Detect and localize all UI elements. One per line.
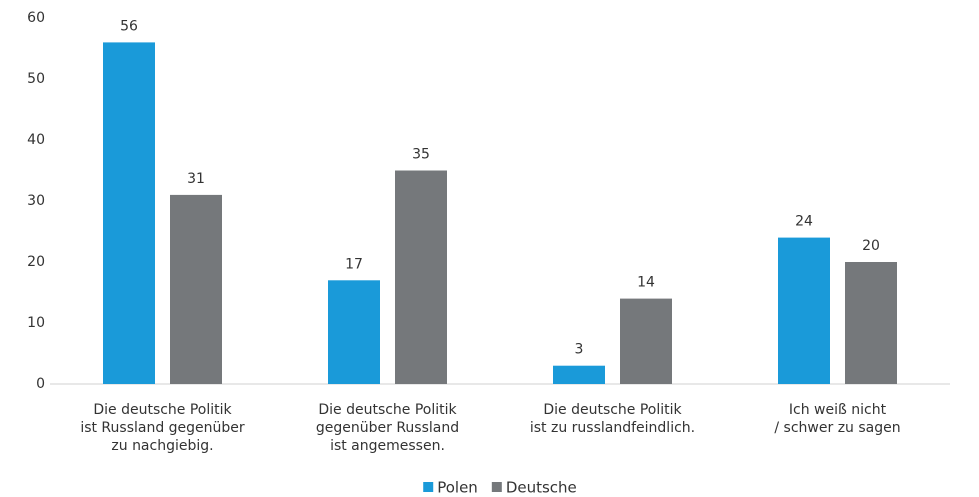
y-tick-label: 10 [27,315,45,331]
data-label: 17 [345,256,363,272]
bar [778,237,830,384]
x-tick-label: zu nachgiebig. [111,438,213,454]
x-tick-label: ist Russland gegenüber [80,420,245,436]
data-label: 35 [412,147,430,163]
bar [395,170,447,384]
data-label: 20 [862,238,880,254]
y-tick-label: 60 [27,10,45,26]
legend-label: Deutsche [506,479,577,497]
bar [553,365,605,384]
bar [103,42,155,385]
x-tick-label: Die deutsche Politik [318,402,457,418]
data-label: 24 [795,214,813,230]
x-tick-label: / schwer zu sagen [774,420,900,436]
x-tick-label: ist zu russlandfeindlich. [530,420,695,436]
x-tick-label: gegenüber Russland [316,420,459,436]
x-tick-label: Die deutsche Politik [543,402,682,418]
y-tick-label: 50 [27,71,45,87]
y-tick-label: 0 [36,376,45,392]
data-label: 31 [187,171,205,187]
y-tick-label: 30 [27,193,45,209]
bar [170,194,222,384]
legend-swatch [491,482,502,492]
x-tick-label: Die deutsche Politik [93,402,232,418]
bar [620,298,672,384]
data-label: 3 [575,342,584,358]
data-label: 14 [637,275,655,291]
data-label: 56 [120,18,138,34]
legend-swatch [423,482,434,492]
legend-label: Polen [437,479,478,497]
y-tick-label: 20 [27,254,45,270]
y-tick-label: 40 [27,132,45,148]
bar [845,262,897,384]
bar [328,280,380,384]
x-tick-label: Ich weiß nicht [789,402,887,418]
x-tick-label: ist angemessen. [330,438,445,454]
